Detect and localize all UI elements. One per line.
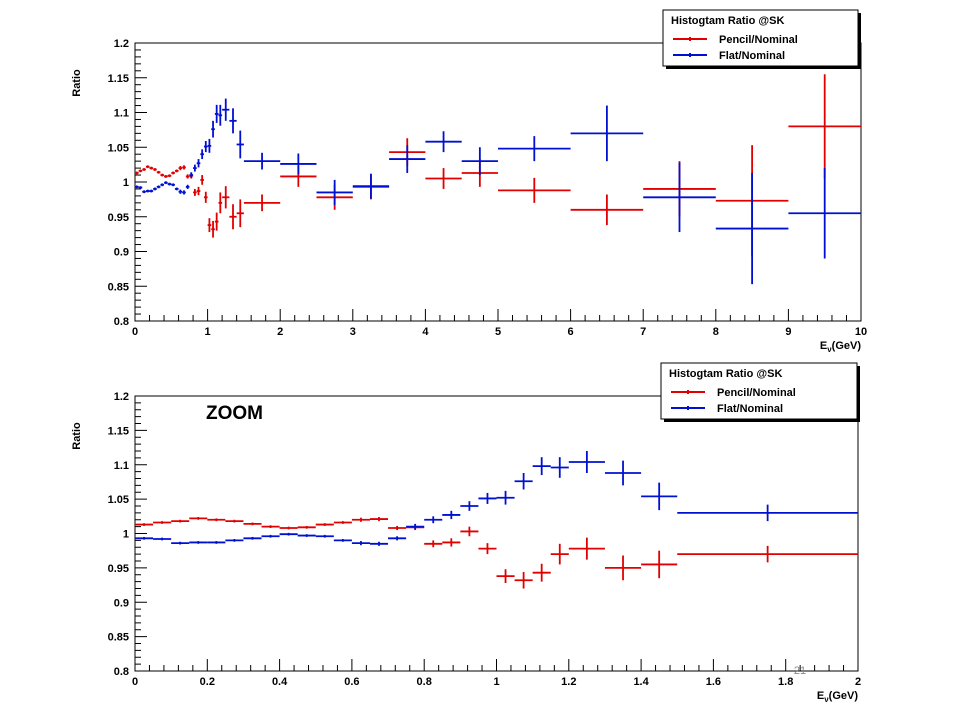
x-tick-label: 6 bbox=[568, 326, 574, 338]
chart-zoom: 0.8 0.85 0.9 0.95 1 1.05 1.1 1.15 1.2 0 0.2 0.4 0.6 0… bbox=[71, 362, 861, 704]
x-tick-label: 8 bbox=[713, 326, 719, 338]
x-tick-label: 0.8 bbox=[417, 676, 432, 688]
y-tick-label: 1.05 bbox=[108, 494, 129, 506]
x-tick-label: 9 bbox=[785, 326, 791, 338]
y-axis-label: Ratio bbox=[71, 422, 83, 450]
x-tick-label: 1.4 bbox=[633, 676, 649, 688]
x-tick-label: 7 bbox=[640, 326, 646, 338]
x-tick-label: 2 bbox=[855, 676, 861, 688]
legend-title: Histogtam Ratio @SK bbox=[671, 15, 784, 27]
legend-title: Histogtam Ratio @SK bbox=[669, 368, 782, 380]
chart-full-range: 0.8 0.85 0.9 0.95 1 1.05 1.1 1.15 1.2 0 1 2 3 4 5 6 7 8 9 1… bbox=[71, 9, 867, 354]
x-tick-label: 1.2 bbox=[561, 676, 576, 688]
x-tick-label: 2 bbox=[277, 326, 283, 338]
x-tick-label: 1 bbox=[493, 676, 499, 688]
y-tick-label: 1.2 bbox=[114, 391, 129, 403]
x-tick-label: 0.6 bbox=[344, 676, 359, 688]
x-tick-label: 1.8 bbox=[778, 676, 793, 688]
y-tick-label: 0.85 bbox=[108, 632, 129, 644]
series-pencil-nominal bbox=[135, 517, 858, 589]
zoom-annotation: ZOOM bbox=[206, 403, 263, 424]
x-tick-label: 1.6 bbox=[706, 676, 721, 688]
y-tick-label: 0.9 bbox=[114, 597, 129, 609]
y-tick-label: 1 bbox=[123, 177, 129, 189]
x-tick-label: 0 bbox=[132, 326, 138, 338]
y-tick-label: 1.1 bbox=[114, 460, 129, 472]
legend-entry-label: Flat/Nominal bbox=[717, 403, 783, 415]
y-tick-label: 0.8 bbox=[114, 316, 129, 328]
series-flat-nominal bbox=[135, 98, 861, 285]
y-tick-label: 0.95 bbox=[108, 563, 129, 575]
legend-entry-label: Flat/Nominal bbox=[719, 50, 785, 62]
series-flat-nominal bbox=[135, 451, 858, 546]
x-axis-label: Eν(GeV) bbox=[820, 340, 861, 354]
page-number: 21 bbox=[794, 665, 806, 677]
x-tick-label: 4 bbox=[422, 326, 429, 338]
x-tick-label: 1 bbox=[205, 326, 211, 338]
x-tick-label: 10 bbox=[855, 326, 867, 338]
y-tick-label: 0.95 bbox=[108, 212, 129, 224]
legend-entry-label: Pencil/Nominal bbox=[719, 34, 798, 46]
x-tick-label: 5 bbox=[495, 326, 501, 338]
x-tick-label: 3 bbox=[350, 326, 356, 338]
y-tick-label: 0.85 bbox=[108, 281, 129, 293]
y-tick-label: 1.05 bbox=[108, 142, 129, 154]
series-pencil-nominal bbox=[135, 74, 861, 257]
y-tick-label: 1.15 bbox=[108, 73, 129, 85]
x-tick-label: 0.2 bbox=[200, 676, 215, 688]
x-axis-label: Eν(GeV) bbox=[817, 690, 858, 704]
y-tick-label: 0.8 bbox=[114, 666, 129, 678]
x-tick-label: 0 bbox=[132, 676, 138, 688]
x-tick-label: 0.4 bbox=[272, 676, 288, 688]
y-axis-label: Ratio bbox=[71, 69, 83, 97]
y-tick-label: 1 bbox=[123, 529, 129, 541]
y-tick-label: 1.15 bbox=[108, 425, 129, 437]
plot-frame bbox=[134, 395, 859, 672]
y-tick-label: 1.1 bbox=[114, 108, 129, 120]
legend-entry-label: Pencil/Nominal bbox=[717, 387, 796, 399]
y-tick-label: 1.2 bbox=[114, 38, 129, 50]
y-tick-label: 0.9 bbox=[114, 247, 129, 259]
